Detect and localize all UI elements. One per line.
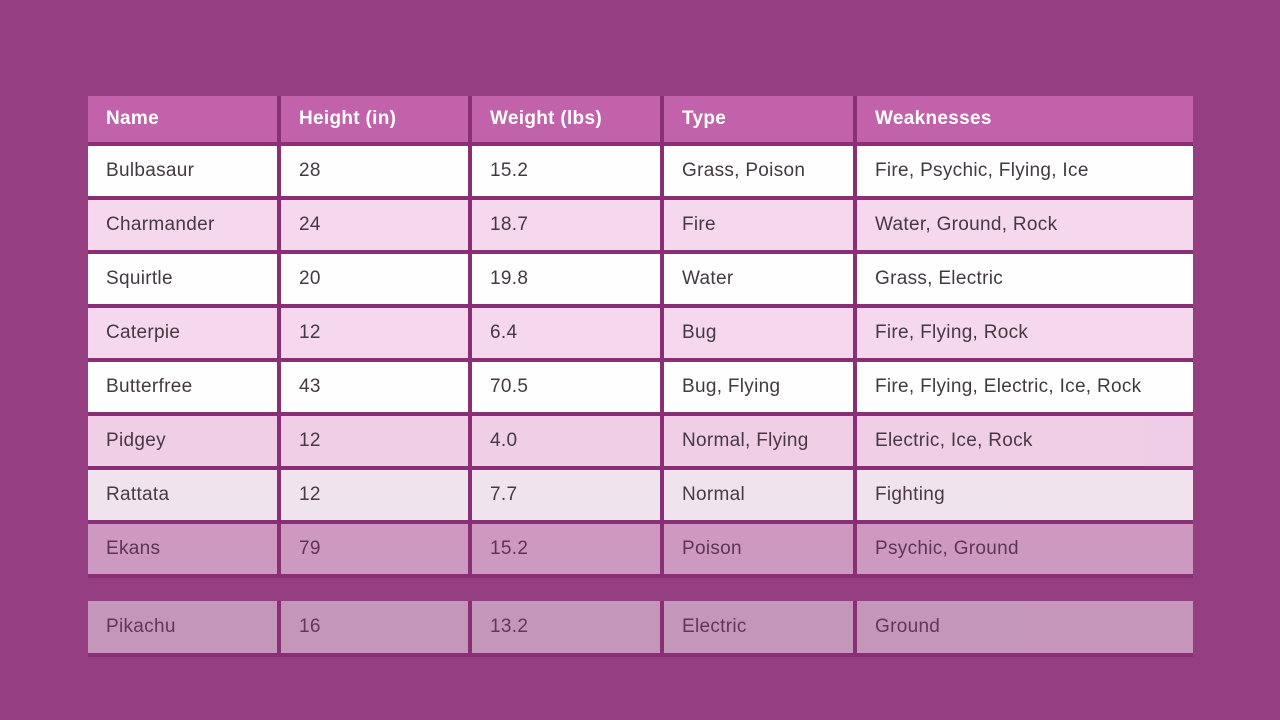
cell-type: Bug, Flying [664,362,853,412]
cell-name: Pidgey [88,416,277,466]
cell-weight-lbs: 18.7 [472,200,660,250]
cell-name: Pikachu [88,601,277,653]
cell-type: Normal, Flying [664,416,853,466]
cell-name: Caterpie [88,308,277,358]
table-row-butterfree: Butterfree 43 70.5 Bug, Flying Fire, Flying,… [88,362,1193,412]
cell-weight-lbs: 4.0 [472,416,660,466]
cell-weaknesses: Electric, Ice, Rock [857,416,1193,466]
table-main-group: Name Height (in) Weight (lbs) Type Weaknesse… [88,96,1193,578]
cell-name: Rattata [88,470,277,520]
table-row-rattata: Rattata 12 7.7 Normal Fighting [88,470,1193,520]
cell-height-in: 16 [281,601,468,653]
cell-type: Water [664,254,853,304]
cell-type: Grass, Poison [664,146,853,196]
header-height-in: Height (in) [281,96,468,142]
cell-weight-lbs: 19.8 [472,254,660,304]
cell-weaknesses: Water, Ground, Rock [857,200,1193,250]
cell-weaknesses: Fire, Flying, Rock [857,308,1193,358]
cell-type: Electric [664,601,853,653]
cell-weight-lbs: 15.2 [472,146,660,196]
table-row-pikachu: Pikachu 16 13.2 Electric Ground [88,601,1193,653]
table-row-charmander: Charmander 24 18.7 Fire Water, Ground, Rock [88,200,1193,250]
table-row-squirtle: Squirtle 20 19.8 Water Grass, Electric [88,254,1193,304]
cell-name: Bulbasaur [88,146,277,196]
cell-type: Poison [664,524,853,574]
pokemon-table: Name Height (in) Weight (lbs) Type Weaknesse… [88,96,1193,657]
cell-weight-lbs: 7.7 [472,470,660,520]
cell-height-in: 24 [281,200,468,250]
header-weaknesses: Weaknesses [857,96,1193,142]
cell-weaknesses: Psychic, Ground [857,524,1193,574]
cell-height-in: 43 [281,362,468,412]
table-row-bulbasaur: Bulbasaur 28 15.2 Grass, Poison Fire, Psychi… [88,146,1193,196]
table-detached-group: Pikachu 16 13.2 Electric Ground [88,601,1193,657]
cell-weight-lbs: 15.2 [472,524,660,574]
cell-height-in: 20 [281,254,468,304]
cell-weaknesses: Fighting [857,470,1193,520]
cell-name: Ekans [88,524,277,574]
cell-height-in: 12 [281,416,468,466]
cell-weight-lbs: 13.2 [472,601,660,653]
cell-type: Bug [664,308,853,358]
cell-weaknesses: Fire, Psychic, Flying, Ice [857,146,1193,196]
cell-type: Normal [664,470,853,520]
cell-weight-lbs: 6.4 [472,308,660,358]
table-header-row: Name Height (in) Weight (lbs) Type Weaknesse… [88,96,1193,142]
header-name: Name [88,96,277,142]
cell-weight-lbs: 70.5 [472,362,660,412]
table-row-pidgey: Pidgey 12 4.0 Normal, Flying Electric, Ice, … [88,416,1193,466]
cell-height-in: 28 [281,146,468,196]
cell-height-in: 12 [281,470,468,520]
cell-name: Butterfree [88,362,277,412]
cell-type: Fire [664,200,853,250]
table-row-ekans: Ekans 79 15.2 Poison Psychic, Ground [88,524,1193,574]
cell-weaknesses: Ground [857,601,1193,653]
cell-name: Squirtle [88,254,277,304]
header-type: Type [664,96,853,142]
cell-height-in: 12 [281,308,468,358]
cell-weaknesses: Fire, Flying, Electric, Ice, Rock [857,362,1193,412]
cell-height-in: 79 [281,524,468,574]
header-weight-lbs: Weight (lbs) [472,96,660,142]
table-row-caterpie: Caterpie 12 6.4 Bug Fire, Flying, Rock [88,308,1193,358]
cell-weaknesses: Grass, Electric [857,254,1193,304]
cell-name: Charmander [88,200,277,250]
